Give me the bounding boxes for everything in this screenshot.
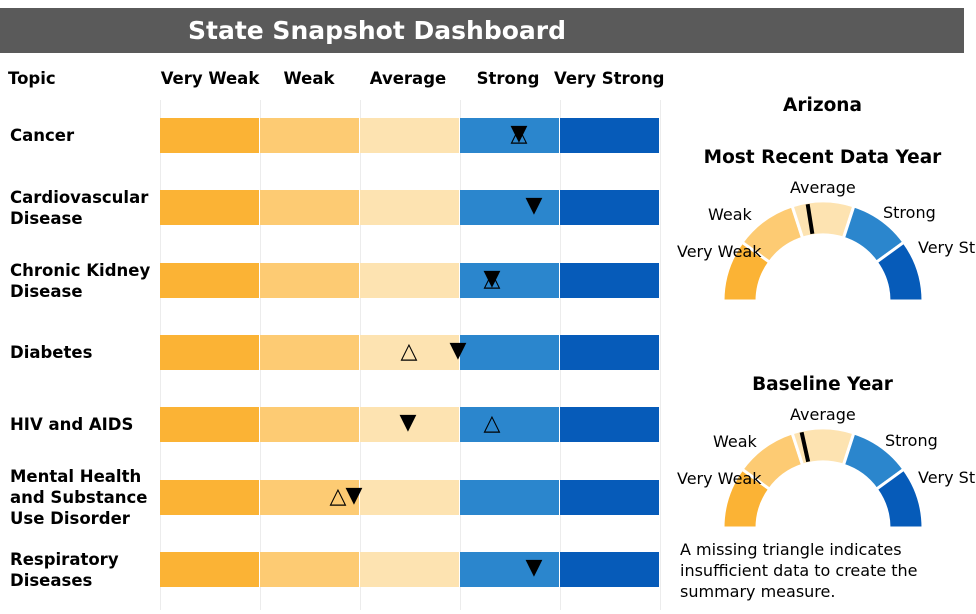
bar-segment [460, 552, 559, 587]
state-name: Arizona [783, 95, 862, 116]
filled-triangle-marker: ▼ [483, 266, 501, 291]
missing-data-note: A missing triangle indicates insufficien… [680, 540, 918, 601]
filled-triangle-marker: ▼ [525, 555, 543, 580]
gauge-segment [874, 240, 925, 303]
bar-segment [560, 118, 659, 153]
bar-segment [560, 190, 659, 225]
bar-segment [160, 118, 259, 153]
gauge-baseline-label-very-strong: Very Strong [918, 468, 976, 487]
bar-segment [160, 552, 259, 587]
bar-segment [360, 407, 459, 442]
bar-segment [260, 480, 359, 515]
bar-segment [260, 335, 359, 370]
gauge-recent [721, 199, 925, 303]
bar-segment [360, 552, 459, 587]
bar-segment [160, 263, 259, 298]
bar-segment [160, 190, 259, 225]
header-average: Average [369, 69, 447, 88]
bar-segment [160, 335, 259, 370]
gauge-title-baseline: Baseline Year [752, 374, 893, 395]
bar-segment [360, 190, 459, 225]
bar-segment [360, 335, 459, 370]
gauge-segment [874, 467, 925, 530]
bar-segment [560, 263, 659, 298]
topic-label: Mental Health and Substance Use Disorder [10, 467, 148, 528]
bar-segment [260, 407, 359, 442]
bar-segment [260, 118, 359, 153]
filled-triangle-marker: ▼ [510, 121, 528, 146]
header-weak: Weak [283, 69, 335, 88]
gauge-recent-label-very-strong: Very Strong [918, 238, 976, 257]
title-bar: State Snapshot Dashboard [0, 8, 964, 53]
bar-segment [260, 263, 359, 298]
bar-segment [560, 552, 659, 587]
bar-segment [460, 118, 559, 153]
open-triangle-marker: △ [400, 339, 418, 364]
bar-segment [460, 263, 559, 298]
filled-triangle-marker: ▼ [525, 193, 543, 218]
bar-segment [560, 407, 659, 442]
header-very-weak: Very Weak [160, 69, 260, 88]
gauge-baseline-label-weak: Weak [713, 432, 757, 451]
topic-label: Cardiovascular Disease [10, 188, 149, 228]
open-triangle-marker: △ [483, 411, 501, 436]
bar-segment [360, 480, 459, 515]
header-topic: Topic [8, 69, 56, 88]
topic-label: Diabetes [10, 343, 93, 362]
gauge-recent-label-very-weak: Very Weak [677, 242, 762, 261]
filled-triangle-marker: ▼ [399, 410, 417, 435]
bar-segment [460, 480, 559, 515]
topic-label: Respiratory Diseases [10, 550, 119, 590]
header-strong: Strong [476, 69, 540, 88]
gauge-recent-label-average: Average [790, 178, 856, 197]
bar-segment [260, 190, 359, 225]
bar-segment [560, 480, 659, 515]
open-triangle-marker: △ [510, 122, 528, 147]
bar-segment [560, 335, 659, 370]
gauge-needle [799, 431, 811, 463]
topic-label: HIV and AIDS [10, 415, 134, 434]
bar-segment [260, 552, 359, 587]
dashboard-title: State Snapshot Dashboard [188, 16, 566, 45]
open-triangle-marker: △ [329, 484, 347, 509]
bar-segment [460, 335, 559, 370]
bar-segment [460, 407, 559, 442]
bar-segment [360, 263, 459, 298]
gauge-recent-label-weak: Weak [708, 205, 752, 224]
gauge-title-recent: Most Recent Data Year [703, 147, 942, 168]
open-triangle-marker: △ [483, 267, 501, 292]
bar-segment [460, 190, 559, 225]
filled-triangle-marker: ▼ [449, 338, 467, 363]
topic-label: Cancer [10, 126, 75, 145]
gauge-baseline-label-strong: Strong [885, 431, 938, 450]
bar-segment [160, 407, 259, 442]
grid-line [660, 100, 661, 610]
filled-triangle-marker: ▼ [345, 483, 363, 508]
topic-label: Chronic Kidney Disease [10, 261, 151, 301]
gauge-baseline-label-very-weak: Very Weak [677, 469, 762, 488]
bar-segment [160, 480, 259, 515]
gauge-needle [805, 203, 815, 235]
gauge-baseline [721, 426, 925, 530]
header-very-strong: Very Strong [554, 69, 665, 88]
gauge-recent-label-strong: Strong [883, 203, 936, 222]
bar-segment [360, 118, 459, 153]
gauge-baseline-label-average: Average [790, 405, 856, 424]
